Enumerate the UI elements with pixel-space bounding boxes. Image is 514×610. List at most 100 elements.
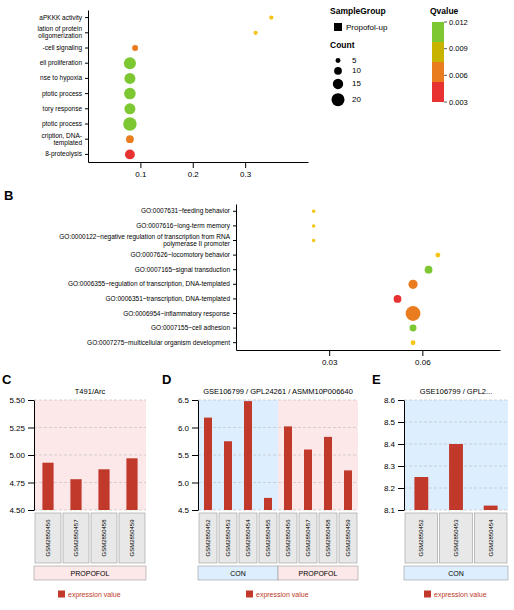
- axis: 4.55.05.56.06.5: [178, 396, 199, 515]
- sample-box: [239, 513, 257, 563]
- tick-mark: [85, 63, 88, 64]
- tick-mark: [28, 483, 34, 484]
- grid-line: [34, 400, 146, 401]
- tick-label: GO:0000122~negative regulation of transc…: [59, 233, 231, 248]
- tick-label: GO:0007155~cell adhesion: [151, 324, 230, 331]
- tick-mark: [85, 78, 88, 79]
- bar: [324, 437, 332, 510]
- tick-label-line: GO:0007155~cell adhesion: [151, 324, 230, 331]
- colorbar-tick: [444, 22, 447, 23]
- tick-label-line: ptotic process: [42, 120, 83, 128]
- sample-box: [474, 513, 507, 563]
- tick-mark: [398, 466, 404, 467]
- sample-box: [63, 513, 89, 563]
- sample-label: GSM2850452: [205, 519, 211, 557]
- axis: 0.030.06: [237, 350, 501, 367]
- sample-box: [440, 513, 473, 563]
- tick-label: 6.5: [178, 396, 190, 405]
- sample-boxes: GSM2850456GSM2850457GSM2850458GSM2850459: [35, 513, 145, 563]
- title: GSE106799 / GPL24261 / ASMM10P006640: [203, 387, 353, 396]
- tick: 8-proteolysis: [45, 150, 88, 158]
- sample-box: [299, 513, 317, 563]
- tick-label-line: tory response: [43, 105, 83, 113]
- grid-line: [198, 400, 358, 401]
- tick-label-line: 8-proteolysis: [45, 150, 83, 158]
- tick: 0.06: [415, 350, 431, 367]
- tick: 4.5: [178, 506, 198, 515]
- bar-panel: 4.55.05.56.06.5GSE106799 / GPL24261 / AS…: [162, 372, 358, 599]
- legend-size-marker: [333, 79, 343, 89]
- sample-box: [219, 513, 237, 563]
- tick-label-line: nse to hypoxia: [40, 74, 82, 82]
- tick: GO:0006355~regulation of transcription, …: [68, 280, 236, 288]
- grid-line: [198, 510, 358, 511]
- colorbar-segment: [432, 22, 444, 42]
- tick-label-line: GO:0007631~feeding behavior: [141, 207, 231, 215]
- colorbar-label: 0.009: [449, 44, 468, 53]
- colorbar-tick: [444, 75, 447, 76]
- tick: 5.0: [178, 479, 198, 488]
- dot: [124, 57, 136, 69]
- tick-label: GO:0007275~multicellular organism develo…: [87, 339, 230, 347]
- tick-label-line: GO:0007626~locomotory behavior: [130, 251, 230, 259]
- tick-label: tory response: [43, 105, 83, 113]
- tick-mark: [85, 48, 88, 49]
- title: T491/Arc: [75, 387, 106, 396]
- tick: 6.0: [178, 424, 198, 433]
- tick: GO:0006954~inflammatory response: [123, 310, 236, 318]
- tick-label: 4.50: [9, 506, 25, 515]
- tick: ptotic process: [42, 90, 88, 98]
- grid: [404, 400, 508, 510]
- legend-marker: [334, 23, 342, 31]
- tick: 8.4: [384, 440, 404, 449]
- tick-mark: [85, 93, 88, 94]
- bar: [449, 444, 463, 510]
- group-boxes: CON: [404, 566, 508, 580]
- tick-mark: [193, 162, 194, 168]
- tick: 4.75: [9, 479, 34, 488]
- panel-label: D: [162, 372, 171, 387]
- tick-mark: [233, 313, 236, 314]
- group-background: [34, 400, 146, 510]
- grid-line: [34, 455, 146, 456]
- tick-label: 8.3: [384, 462, 396, 471]
- sample-label: GSM2850456: [45, 519, 51, 557]
- sample-label: GSM2850455: [265, 519, 271, 557]
- sample-label: GSM2850459: [129, 519, 135, 557]
- tick-mark: [245, 162, 246, 168]
- group-label: CON: [448, 570, 464, 577]
- tick-label: 5.50: [9, 396, 25, 405]
- bar: [224, 441, 232, 510]
- tick-mark: [85, 17, 88, 18]
- bar: [244, 401, 252, 510]
- chart: 0.10.20.3aPKKK activitylation of protein…: [0, 0, 514, 610]
- colorbar-tick: [444, 102, 447, 103]
- legend-size-marker: [334, 67, 342, 75]
- dot: [269, 15, 273, 19]
- marks: [312, 210, 440, 346]
- tick: 5.50: [9, 396, 34, 405]
- tick-label: GO:0007631~feeding behavior: [141, 207, 231, 215]
- axis-line: [198, 401, 199, 511]
- sample-box: [339, 513, 357, 563]
- sample-label: GSM2850453: [453, 519, 459, 557]
- group-backgrounds: [34, 400, 146, 510]
- sample-box: [35, 513, 61, 563]
- dot: [124, 88, 136, 100]
- tick-mark: [85, 139, 88, 140]
- tick: aPKKK activity: [39, 14, 88, 22]
- dot: [394, 295, 402, 303]
- sample-boxes: GSM2850452GSM2850453GSM2850454: [405, 513, 507, 563]
- tick-label: 6.0: [178, 424, 190, 433]
- group-box: [404, 566, 508, 580]
- tick-mark: [140, 162, 141, 168]
- legend-label: 15: [352, 79, 361, 88]
- legend-label: expression value: [256, 591, 309, 599]
- legend: expression value: [58, 591, 121, 599]
- tick-mark: [192, 428, 198, 429]
- axis-line: [88, 11, 89, 163]
- tick-label: ell proliferation: [40, 59, 83, 67]
- bar: [284, 426, 292, 510]
- tick-mark: [398, 488, 404, 489]
- colorbar-label: 0.012: [449, 18, 468, 27]
